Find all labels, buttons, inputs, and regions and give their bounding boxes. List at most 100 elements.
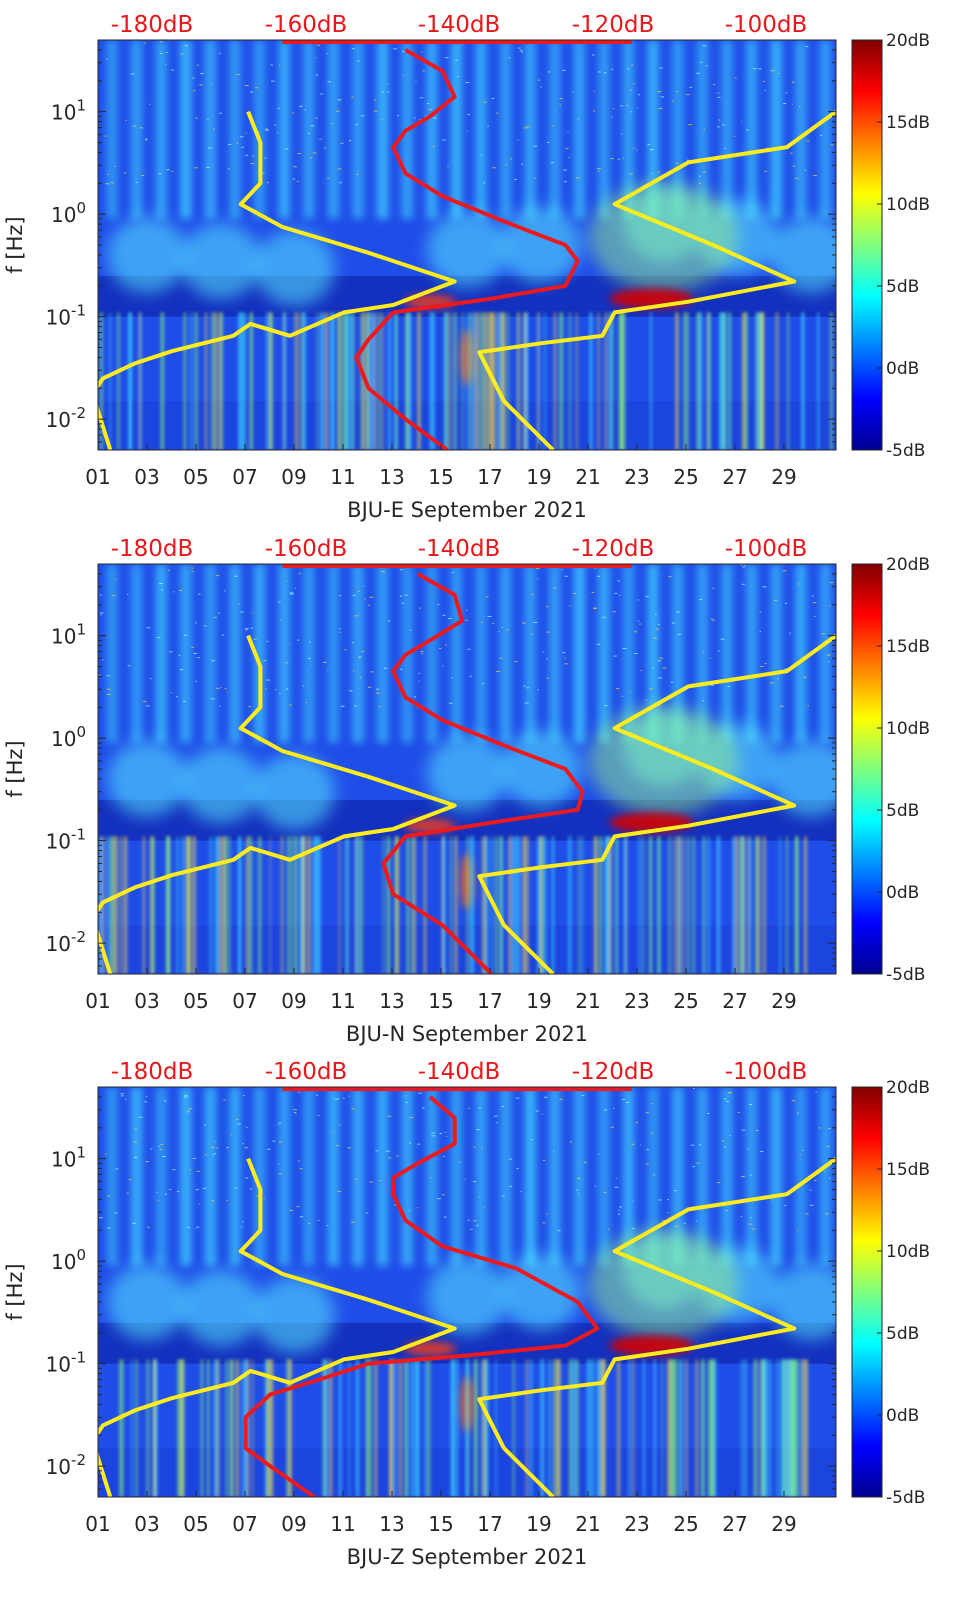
x-tick-label: 19	[526, 1512, 551, 1536]
x-axis-label: BJU-N September 2021	[346, 1022, 588, 1046]
spectrogram-panel-bju-e: 01 03 05 07 09 11 13 15 17 19 21 23 25 27 29 10-2 10-1 10…	[3, 12, 930, 522]
model-curve-2	[477, 633, 836, 974]
x-tick-label: 17	[477, 1512, 502, 1536]
model-curve-1	[354, 48, 580, 450]
y-axis-label: f [Hz]	[3, 216, 27, 273]
y-axis-label: f [Hz]	[3, 1263, 27, 1320]
top-db-label: -160dB	[265, 12, 348, 38]
colorbar-tick-label: 20dB	[886, 555, 930, 575]
top-db-label: -140dB	[418, 12, 501, 38]
x-tick-label: 07	[232, 989, 257, 1013]
colorbar-tick-label: 15dB	[886, 113, 930, 133]
x-tick-label: 13	[379, 989, 404, 1013]
x-tick-label: 13	[379, 1512, 404, 1536]
colorbar	[851, 1086, 883, 1498]
colorbar-tick-label: -5dB	[886, 441, 925, 461]
y-tick-label: 100	[51, 723, 86, 751]
x-tick-label: 05	[183, 1512, 208, 1536]
y-tick-label: 101	[51, 97, 86, 125]
x-tick-label: 21	[575, 465, 600, 489]
x-tick-label: 21	[575, 1512, 600, 1536]
y-axis-label: f [Hz]	[3, 740, 27, 797]
colorbar-tick-label: -5dB	[886, 1488, 925, 1508]
colorbar-tick-label: 20dB	[886, 31, 930, 51]
top-db-label: -120dB	[572, 12, 655, 38]
x-tick-label: 01	[85, 1512, 110, 1536]
x-tick-label: 27	[722, 1512, 747, 1536]
colorbar-tick-label: 15dB	[886, 1160, 930, 1180]
colorbar-tick-label: 15dB	[886, 637, 930, 657]
x-tick-label: 01	[85, 465, 110, 489]
top-db-label: -180dB	[111, 536, 194, 562]
model-curve-0	[98, 110, 457, 450]
x-tick-label: 27	[722, 989, 747, 1013]
x-tick-label: 03	[134, 465, 159, 489]
x-tick-label: 13	[379, 465, 404, 489]
x-axis-label: BJU-Z September 2021	[347, 1545, 588, 1569]
colorbar-tick-label: 0dB	[886, 1406, 919, 1426]
x-tick-label: 19	[526, 989, 551, 1013]
colorbar-tick-label: 5dB	[886, 1324, 919, 1344]
top-db-label: -180dB	[111, 1059, 194, 1085]
x-tick-label: 23	[624, 465, 649, 489]
x-tick-label: 15	[428, 465, 453, 489]
y-tick-label: 10-2	[46, 928, 86, 956]
top-db-label: -120dB	[572, 536, 655, 562]
x-tick-label: 07	[232, 1512, 257, 1536]
y-tick-label: 10-1	[46, 1349, 86, 1377]
y-tick-label: 10-1	[46, 826, 86, 854]
spectrogram-panel-bju-n: 01 03 05 07 09 11 13 15 17 19 21 23 25 27 29 10-2 10-1 10…	[3, 536, 930, 1046]
colorbar-tick-label: 5dB	[886, 277, 919, 297]
x-tick-label: 19	[526, 465, 551, 489]
x-tick-label: 03	[134, 989, 159, 1013]
x-tick-label: 17	[477, 989, 502, 1013]
colorbar-tick-label: 20dB	[886, 1078, 930, 1098]
x-tick-label: 29	[771, 1512, 796, 1536]
top-db-label: -140dB	[418, 536, 501, 562]
y-tick-label: 10-2	[46, 404, 86, 432]
y-tick-label: 100	[51, 1246, 86, 1274]
model-curve-1	[381, 572, 585, 974]
model-curve-1	[243, 1095, 600, 1497]
x-tick-label: 29	[771, 989, 796, 1013]
colorbar-tick-label: 5dB	[886, 801, 919, 821]
top-db-label: -100dB	[725, 1059, 808, 1085]
model-curve-2	[477, 109, 836, 450]
x-tick-label: 17	[477, 465, 502, 489]
top-db-label: -140dB	[418, 1059, 501, 1085]
x-tick-label: 11	[330, 989, 355, 1013]
colorbar-tick-label: 10dB	[886, 1242, 930, 1262]
x-tick-label: 29	[771, 465, 796, 489]
y-tick-label: 10-2	[46, 1451, 86, 1479]
y-tick-label: 100	[51, 199, 86, 227]
x-tick-label: 03	[134, 1512, 159, 1536]
spectrogram-panel-bju-z: 01 03 05 07 09 11 13 15 17 19 21 23 25 27 29 10-2 10-1 10…	[3, 1059, 930, 1569]
spectrogram-image	[98, 1087, 836, 1497]
model-curve-0	[98, 634, 457, 974]
model-curve-2	[477, 1156, 836, 1497]
x-tick-label: 09	[281, 1512, 306, 1536]
top-db-label: -180dB	[111, 12, 194, 38]
top-db-label: -120dB	[572, 1059, 655, 1085]
spectrogram-image	[98, 40, 836, 450]
colorbar-tick-label: 0dB	[886, 883, 919, 903]
x-tick-label: 23	[624, 989, 649, 1013]
top-db-label: -160dB	[265, 536, 348, 562]
y-tick-label: 101	[51, 621, 86, 649]
x-tick-label: 11	[330, 1512, 355, 1536]
y-tick-label: 101	[51, 1144, 86, 1172]
x-tick-label: 15	[428, 989, 453, 1013]
x-tick-label: 09	[281, 465, 306, 489]
x-tick-label: 05	[183, 465, 208, 489]
x-tick-label: 25	[673, 989, 698, 1013]
colorbar-tick-label: 10dB	[886, 719, 930, 739]
colorbar-tick-label: -5dB	[886, 965, 925, 985]
x-tick-label: 25	[673, 465, 698, 489]
y-tick-label: 10-1	[46, 302, 86, 330]
top-db-label: -100dB	[725, 12, 808, 38]
model-curve-0	[98, 1157, 457, 1497]
spectrogram-image	[98, 564, 836, 974]
x-tick-label: 27	[722, 465, 747, 489]
x-tick-label: 21	[575, 989, 600, 1013]
